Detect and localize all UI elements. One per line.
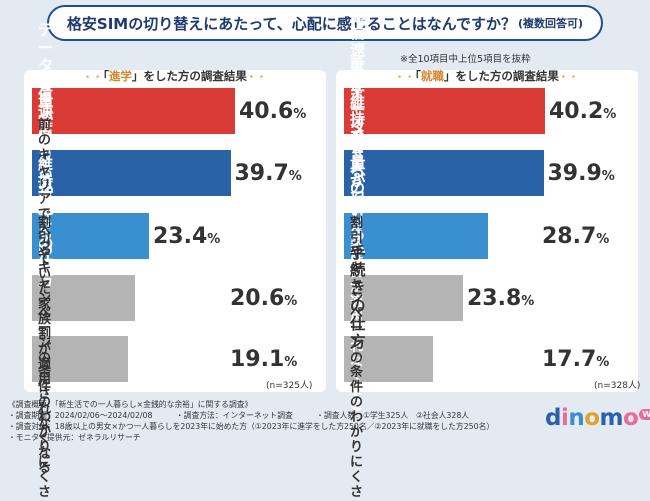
bar-value-number: 23.4	[153, 223, 208, 249]
survey-footer: 《調査概要：「新生活での一人暮らし×金銭的な余裕」に関する調査》 ・調査期間：2…	[8, 399, 494, 443]
bar-value-number: 39.9	[547, 160, 602, 186]
title-sub: (複数回答可)	[518, 17, 584, 30]
bar	[344, 88, 545, 134]
chart-panel-shingaku: ・・「進学」をした方の調査結果・・ データ容量が足りるか40.6%通信速度が 維…	[24, 21, 326, 500]
bar	[344, 213, 488, 259]
logo-wifi-badge: WiFi	[639, 409, 650, 420]
logo-letter: n	[568, 405, 585, 431]
bar-value-number: 40.2	[549, 98, 604, 124]
bar-value-unit: %	[284, 293, 298, 309]
bar-value: 39.9%	[548, 150, 615, 196]
bar-value-unit: %	[521, 293, 535, 309]
bar-value: 20.6%	[230, 275, 297, 321]
bar-value-unit: %	[284, 354, 298, 370]
bar-label: 割引やキャンペーンの 条件のわかりにくさ	[350, 216, 364, 500]
dinomo-logo: dinomoWiFi	[545, 405, 650, 431]
logo-letter: i	[560, 405, 569, 431]
bar-value: 19.1%	[230, 336, 297, 382]
chart-title-highlight: 就職	[420, 69, 444, 83]
sample-size-right: (n=328人)	[594, 381, 641, 391]
footer-line: ・モニター提供元：ゼネラルリサーチ	[8, 433, 141, 442]
bar-value: 39.7%	[235, 150, 302, 196]
bar-value-unit: %	[293, 106, 307, 122]
bar-value-unit: %	[207, 231, 221, 247]
bar-value: 17.7%	[542, 336, 609, 382]
logo-letter: m	[599, 405, 624, 431]
title-main: 格安SIMの切り替えにあたって、心配に感じることはなんですか？	[66, 14, 516, 33]
bar-value-unit: %	[601, 168, 615, 184]
bar-value-unit: %	[603, 106, 617, 122]
footer-line: 《調査概要：「新生活での一人暮らし×金銭的な余裕」に関する調査》	[8, 400, 253, 409]
bar-label: 割引やキャンペーンの 条件のわかりにくさ	[38, 216, 52, 500]
bar	[344, 150, 544, 196]
footer-line: ・調査対象：18歳以上の男女×かつ一人暮らしを2023年に始めた方（①2023年…	[8, 422, 495, 431]
bar-value: 40.6%	[239, 88, 306, 134]
bar-value: 23.8%	[467, 275, 534, 321]
bar-value-number: 19.1	[230, 346, 285, 372]
bar-value-number: 40.6	[239, 98, 294, 124]
bar	[32, 213, 149, 259]
bar-value-number: 20.6	[230, 285, 285, 311]
logo-letter: d	[545, 405, 561, 431]
bar-value-number: 39.7	[234, 160, 289, 186]
sample-size-left: (n=325人)	[266, 381, 313, 391]
bar-value: 28.7%	[542, 213, 609, 259]
bar	[32, 275, 135, 321]
bar	[32, 150, 231, 196]
bar	[32, 88, 235, 134]
bar-value-number: 17.7	[542, 346, 597, 372]
chart-title: ・・「就職」をした方の調査結果・・	[395, 69, 579, 83]
chart-panel-shushoku: ・・「就職」をした方の調査結果・・ 通信速度が 維持できるのか40.2%データ容…	[336, 7, 638, 500]
page-title: 格安SIMの切り替えにあたって、心配に感じることはなんですか？ (複数回答可)	[47, 5, 603, 41]
bar-value: 23.4%	[153, 213, 220, 259]
chart-title: ・・「進学」をした方の調査結果・・	[83, 69, 267, 83]
bar-value-unit: %	[596, 354, 610, 370]
bar-value-number: 28.7	[542, 223, 597, 249]
chart-title-highlight: 進学	[108, 69, 132, 83]
bar-value-unit: %	[596, 231, 610, 247]
logo-letter: o	[584, 405, 600, 431]
footer-line: ・調査期間：2024/02/06〜2024/02/08 ・調査方法：インターネッ…	[8, 411, 470, 420]
bar-value-number: 23.8	[467, 285, 522, 311]
logo-letter: o	[623, 405, 639, 431]
bar	[344, 336, 433, 382]
bar-value: 40.2%	[549, 88, 616, 134]
bar	[32, 336, 128, 382]
bar	[344, 275, 463, 321]
bar-value-unit: %	[288, 168, 302, 184]
note-text: ※全10項目中上位5項目を抜粋	[400, 54, 531, 65]
